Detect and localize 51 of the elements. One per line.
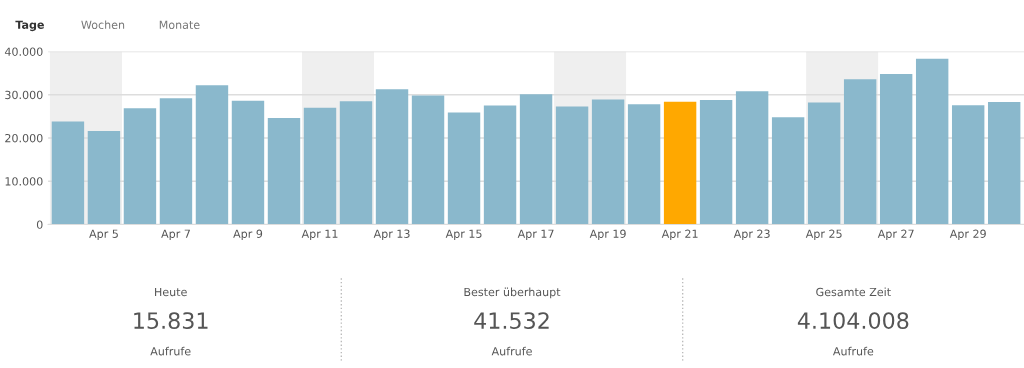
x-tick-label: Apr 7 bbox=[161, 229, 190, 241]
bar bbox=[483, 105, 517, 225]
bar bbox=[735, 91, 769, 225]
text: Aufrufe bbox=[491, 346, 532, 356]
bar bbox=[771, 117, 805, 225]
bar bbox=[447, 112, 481, 225]
x-tick-label: Apr 11 bbox=[301, 229, 338, 241]
bar bbox=[195, 85, 229, 225]
x-tick-label: Apr 29 bbox=[949, 229, 986, 241]
bar bbox=[915, 58, 949, 225]
bar bbox=[411, 95, 445, 225]
x-tick-label: Apr 25 bbox=[805, 229, 842, 241]
x-tick-label: Apr 27 bbox=[877, 229, 914, 241]
y-tick-label: 40.000 bbox=[4, 47, 43, 56]
text: 41.532 bbox=[474, 312, 549, 329]
bar bbox=[267, 118, 301, 225]
bar bbox=[987, 102, 1021, 225]
bar bbox=[303, 107, 337, 225]
x-tick-label: Apr 23 bbox=[733, 229, 770, 241]
text: Wochen bbox=[81, 20, 125, 29]
bar bbox=[231, 100, 265, 225]
y-tick-label: 30.000 bbox=[5, 90, 43, 100]
text: Tage bbox=[15, 20, 44, 32]
bar bbox=[699, 99, 733, 225]
x-tick-label: Apr 9 bbox=[233, 229, 263, 241]
x-tick-label: Apr 15 bbox=[445, 229, 482, 241]
text: Heute bbox=[155, 287, 187, 297]
bar bbox=[663, 101, 697, 225]
bar bbox=[807, 102, 841, 225]
x-tick-label: Apr 5 bbox=[89, 229, 118, 241]
x-tick-label: Apr 21 bbox=[661, 229, 698, 241]
x-tick-label: Apr 19 bbox=[589, 229, 626, 241]
bar bbox=[339, 101, 373, 225]
text: Gesamte Zeit bbox=[816, 287, 891, 297]
bar bbox=[951, 105, 985, 225]
text: Aufrufe bbox=[832, 346, 874, 356]
text: 15.831 bbox=[134, 312, 208, 329]
bar bbox=[159, 98, 193, 225]
y-tick-label: 0 bbox=[36, 220, 43, 229]
x-tick-label: Apr 13 bbox=[373, 229, 410, 241]
text: 4.104.008 bbox=[797, 312, 909, 329]
bar bbox=[555, 106, 589, 225]
text: Monate bbox=[159, 20, 200, 29]
bar bbox=[51, 121, 85, 225]
bar bbox=[591, 99, 625, 225]
y-tick-label: 20.000 bbox=[5, 133, 43, 143]
bar bbox=[87, 131, 121, 225]
text: Aufrufe bbox=[150, 346, 191, 356]
text: Bester überhaupt bbox=[464, 287, 561, 299]
x-tick-label: Apr 17 bbox=[517, 229, 554, 241]
y-tick-label: 10.000 bbox=[5, 177, 43, 186]
